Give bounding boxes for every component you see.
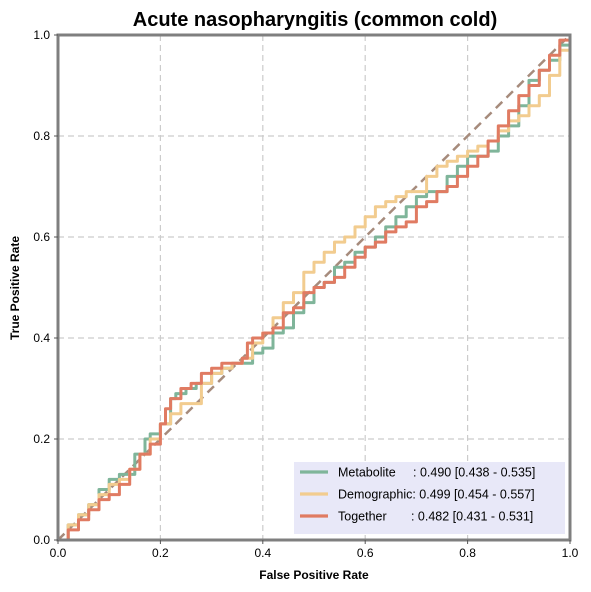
series-line-together [58, 35, 572, 542]
x-axis-label: False Positive Rate [259, 568, 369, 582]
legend-entry: Demographic: 0.499 [0.454 - 0.557] [338, 488, 535, 502]
y-tick-label: 0.0 [33, 533, 50, 547]
plot-frame [56, 33, 572, 542]
y-tick-label: 0.8 [33, 129, 50, 143]
legend-entry: Together : 0.482 [0.431 - 0.531] [338, 510, 533, 524]
y-tick-label: 1.0 [33, 28, 50, 42]
y-tick-label: 0.6 [33, 230, 50, 244]
x-tick-label: 0.6 [357, 546, 374, 560]
y-tick-label: 0.2 [33, 432, 50, 446]
x-tick-label: 1.0 [562, 546, 579, 560]
y-tick-label: 0.4 [33, 331, 50, 345]
series-layer [58, 35, 572, 542]
chart-title: Acute nasopharyngitis (common cold) [133, 9, 497, 31]
ticks: 0.0 0.2 0.4 0.6 0.8 1.0 0.0 0.2 0.4 0.6 0.8 1.0 [33, 28, 578, 560]
y-axis-label: True Positive Rate [8, 236, 22, 340]
x-tick-label: 0.4 [254, 546, 271, 560]
grid [58, 35, 570, 540]
x-tick-label: 0.0 [50, 546, 67, 560]
legend-entry: Metabolite : 0.490 [0.438 - 0.535] [338, 466, 535, 480]
x-tick-label: 0.8 [459, 546, 476, 560]
x-tick-label: 0.2 [152, 546, 169, 560]
legend-box [294, 462, 565, 534]
legend: Metabolite : 0.490 [0.438 - 0.535] Demogr… [294, 462, 565, 534]
